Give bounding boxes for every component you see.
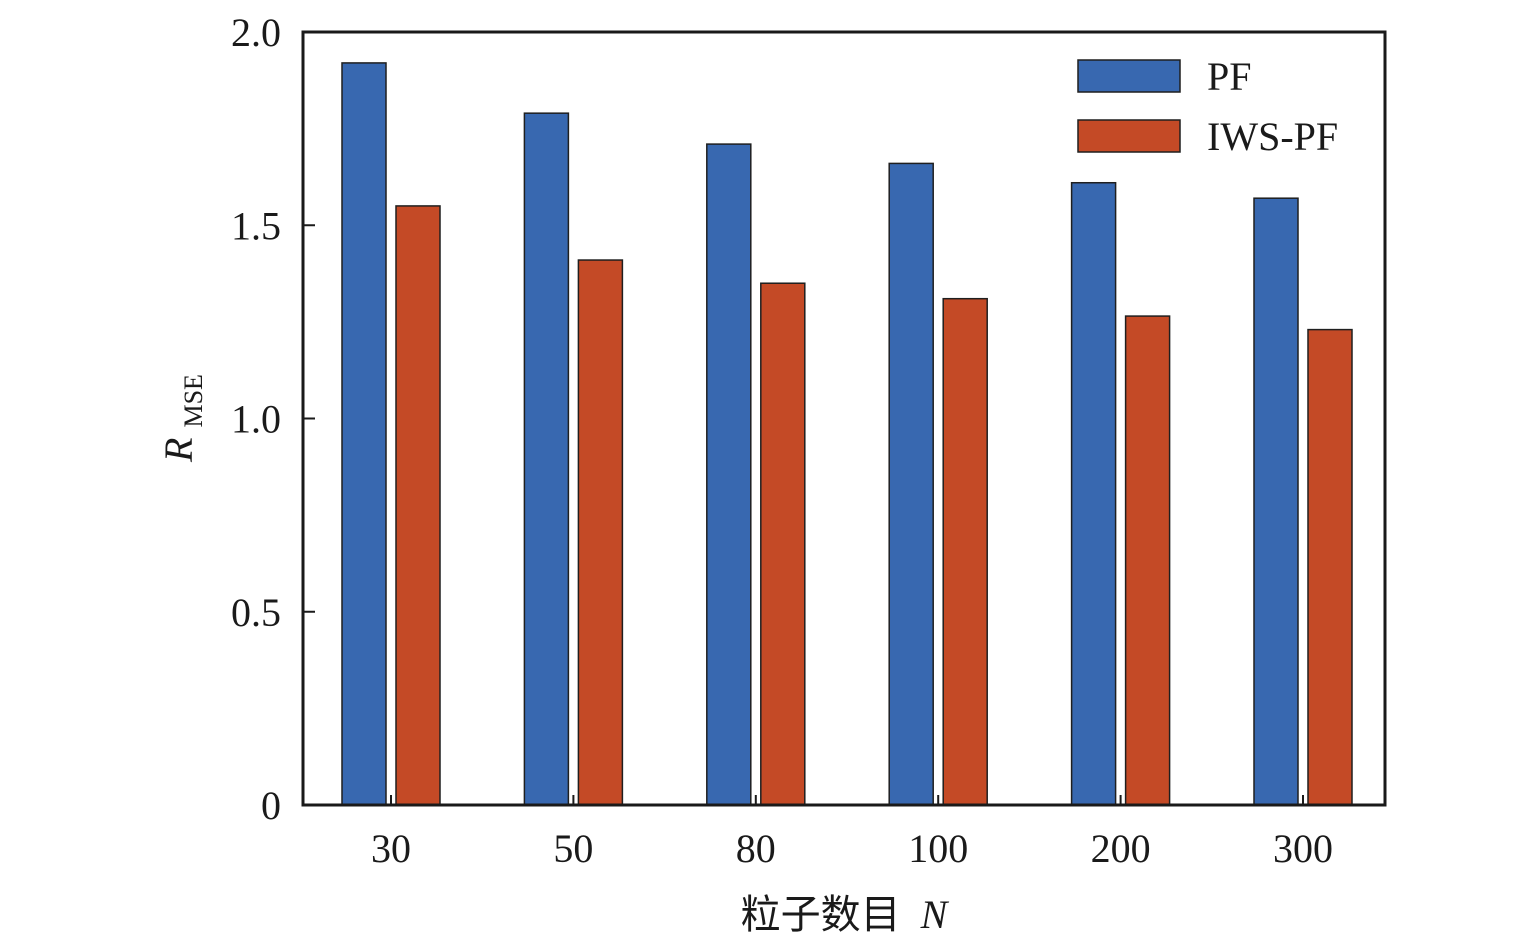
x-tick-label: 80 — [736, 826, 776, 871]
bar-iws-pf-30 — [395, 205, 441, 806]
y-axis-title: R MSE — [156, 374, 208, 463]
bar-iws-pf-100 — [942, 297, 988, 806]
bar-iws-pf-300 — [1307, 328, 1353, 806]
bar-iws-pf-80 — [760, 282, 806, 806]
legend: PF IWS-PF — [1077, 54, 1338, 159]
y-tick-label: 1.5 — [231, 203, 281, 248]
x-axis-title: 粒子数目 N — [741, 892, 950, 937]
x-tick-label: 200 — [1091, 826, 1151, 871]
bar-pf-30 — [341, 62, 387, 806]
x-tick-label: 100 — [908, 826, 968, 871]
y-axis-title-subscript: MSE — [179, 374, 208, 427]
y-axis-title-symbol: R — [156, 438, 201, 463]
x-axis-title-variable: N — [920, 892, 950, 937]
x-tick-label: 50 — [553, 826, 593, 871]
bar-pf-300 — [1253, 197, 1299, 806]
legend-swatch-pf — [1077, 59, 1181, 93]
bar-pf-50 — [523, 112, 570, 806]
y-tick-label: 2.0 — [231, 10, 281, 55]
x-axis: 30 50 80 100 200 300 — [371, 795, 1333, 871]
bar-iws-pf-50 — [577, 259, 624, 806]
x-axis-title-text: 粒子数目 — [741, 892, 901, 937]
legend-label-pf: PF — [1207, 54, 1252, 99]
bars-layer — [341, 62, 1353, 806]
y-axis: 0 0.5 1.0 1.5 2.0 — [231, 10, 315, 828]
x-tick-label: 300 — [1273, 826, 1333, 871]
y-tick-label: 0.5 — [231, 590, 281, 635]
y-tick-label: 1.0 — [231, 397, 281, 442]
bar-pf-100 — [888, 162, 934, 806]
y-tick-label: 0 — [261, 783, 281, 828]
bar-iws-pf-200 — [1124, 315, 1171, 806]
legend-swatch-iws-pf — [1077, 119, 1181, 153]
bar-pf-200 — [1070, 181, 1117, 806]
bar-pf-80 — [706, 143, 752, 806]
x-tick-label: 30 — [371, 826, 411, 871]
legend-label-iws-pf: IWS-PF — [1207, 114, 1338, 159]
